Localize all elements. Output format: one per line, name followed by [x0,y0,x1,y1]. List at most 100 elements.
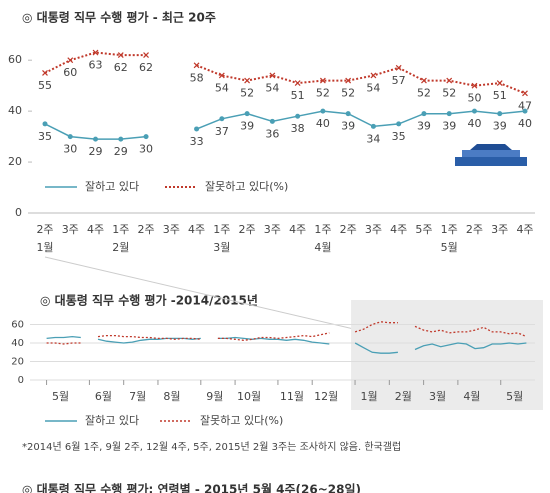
x-tick-label: 1월 [360,390,377,403]
value-label: 39 [442,120,456,133]
legend-label: 잘하고 있다 [85,179,139,193]
value-label: 39 [493,120,507,133]
value-label: 50 [467,92,481,105]
point [396,121,402,127]
x-tick-label: 1주 [213,223,230,236]
x-tick-label: 4주 [516,223,533,236]
legend-label: 잘못하고 있다(%) [200,413,283,427]
value-label: 60 [63,66,77,79]
value-label: 33 [190,135,204,148]
point [143,52,149,59]
value-label: 35 [392,130,406,143]
series-line [44,51,526,95]
value-label: 40 [518,117,532,130]
x-tick-label: 3주 [163,223,180,236]
x-tick-label: 3월 [429,390,446,403]
value-label: 55 [38,79,52,92]
y-tick-label: 40 [11,338,24,349]
x-tick-label: 10월 [237,390,261,403]
point [67,134,73,140]
value-label: 52 [316,87,330,100]
x-tick-label: 2주 [36,223,53,236]
x-tick-label: 1주 [314,223,331,236]
x-tick-label: 4주 [289,223,306,236]
x-tick-label: 4주 [390,223,407,236]
y-tick-label: 20 [11,357,24,368]
y-tick-label: 20 [8,155,22,168]
x-tick-label: 2주 [340,223,357,236]
value-label: 39 [341,120,355,133]
value-label: 52 [240,87,254,100]
point [471,108,477,114]
point [93,136,99,142]
point [269,118,275,124]
y-tick-label: 60 [8,53,22,66]
month-label: 5월 [441,241,458,254]
x-tick-label: 5월 [506,390,523,403]
series-line [46,335,527,354]
point [269,72,276,79]
point [92,49,99,56]
value-label: 29 [114,145,128,158]
point [522,90,528,97]
x-tick-label: 6월 [95,390,112,403]
zoom-guide [44,256,359,331]
value-label: 35 [38,130,52,143]
point [497,111,503,117]
value-label: 38 [291,122,305,135]
y-tick-label: 0 [18,375,24,386]
point [295,113,301,119]
point [218,72,225,79]
month-label: 3월 [213,241,230,254]
point [522,108,528,114]
point [496,80,503,87]
point [193,62,200,69]
x-tick-label: 9월 [206,390,223,403]
value-label: 29 [89,145,103,158]
x-tick-label: 1주 [441,223,458,236]
value-label: 62 [139,61,153,74]
x-tick-label: 7월 [129,390,146,403]
value-label: 54 [265,81,279,94]
x-tick-label: 3주 [264,223,281,236]
x-tick-label: 5주 [415,223,432,236]
month-label: 1월 [36,241,53,254]
point [421,111,427,117]
point [345,77,352,84]
x-tick-label: 4주 [188,223,205,236]
series-line [46,321,527,345]
point [294,80,301,87]
x-tick-label: 3주 [62,223,79,236]
point [244,111,250,117]
x-tick-label: 3주 [365,223,382,236]
y-tick-label: 0 [15,206,22,219]
x-tick-label: 4주 [87,223,104,236]
point [219,116,225,122]
value-label: 57 [392,74,406,87]
point [42,121,48,127]
value-label: 58 [190,71,204,84]
point [118,136,124,142]
value-label: 54 [366,81,380,94]
point [370,72,377,79]
value-label: 37 [215,125,229,138]
value-label: 40 [467,117,481,130]
value-label: 30 [139,143,153,156]
x-tick-label: 5월 [52,390,69,403]
value-label: 30 [63,143,77,156]
point [194,126,200,132]
value-label: 47 [518,99,532,112]
value-label: 34 [366,132,380,145]
value-label: 63 [89,59,103,72]
x-tick-label: 4월 [463,390,480,403]
point [319,77,326,84]
point [320,108,326,114]
x-tick-label: 1주 [112,223,129,236]
value-label: 54 [215,81,229,94]
point [42,69,48,76]
y-tick-label: 60 [11,320,24,331]
chart-title: ◎ 대통령 직무 수행 평가 -2014/2015년 [40,293,258,308]
x-tick-label: 3주 [491,223,508,236]
chart-title: ◎ 대통령 직무 수행 평가 - 최근 20주 [22,10,216,25]
